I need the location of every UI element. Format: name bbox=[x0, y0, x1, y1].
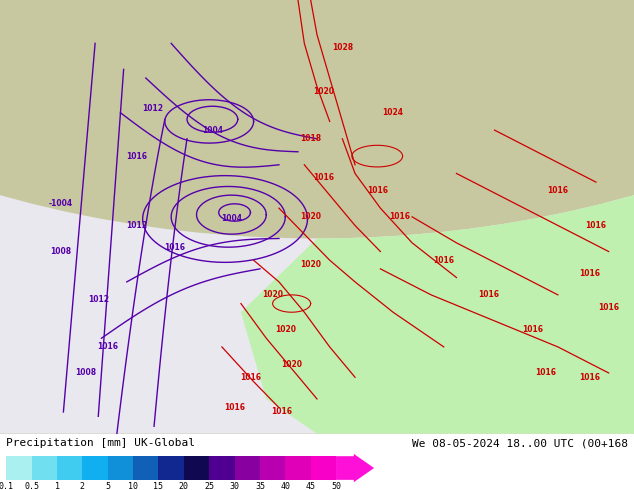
Text: 35: 35 bbox=[255, 482, 265, 490]
Text: 1016: 1016 bbox=[97, 343, 119, 351]
Text: 1016: 1016 bbox=[271, 408, 293, 416]
Bar bbox=[235, 456, 260, 480]
Text: 1016: 1016 bbox=[522, 325, 543, 334]
Text: 1018: 1018 bbox=[300, 134, 321, 143]
Text: 1016: 1016 bbox=[224, 403, 245, 412]
Text: 1: 1 bbox=[55, 482, 60, 490]
Text: 1016: 1016 bbox=[585, 221, 607, 230]
Bar bbox=[158, 456, 184, 480]
Text: 1016: 1016 bbox=[547, 186, 569, 196]
Text: 0.1: 0.1 bbox=[0, 482, 14, 490]
Text: 1008: 1008 bbox=[49, 247, 71, 256]
Text: 1016: 1016 bbox=[598, 303, 619, 313]
Bar bbox=[184, 456, 209, 480]
Text: 1016: 1016 bbox=[534, 368, 556, 377]
Text: 1020: 1020 bbox=[275, 325, 296, 334]
Bar bbox=[57, 456, 82, 480]
Text: 1016: 1016 bbox=[164, 243, 185, 252]
Polygon shape bbox=[241, 0, 634, 434]
Text: 1016: 1016 bbox=[477, 291, 499, 299]
Text: 1012: 1012 bbox=[126, 221, 147, 230]
Text: 45: 45 bbox=[306, 482, 316, 490]
Text: 1016: 1016 bbox=[366, 186, 388, 196]
Text: -1004: -1004 bbox=[48, 199, 72, 208]
Text: Precipitation [mm] UK-Global: Precipitation [mm] UK-Global bbox=[6, 438, 195, 448]
Text: 25: 25 bbox=[204, 482, 214, 490]
Text: 1020: 1020 bbox=[281, 360, 302, 369]
Text: We 08-05-2024 18..00 UTC (00+168: We 08-05-2024 18..00 UTC (00+168 bbox=[411, 438, 628, 448]
Text: 1004: 1004 bbox=[202, 125, 223, 135]
Bar bbox=[6, 456, 32, 480]
FancyArrow shape bbox=[336, 454, 374, 482]
Text: 1020: 1020 bbox=[262, 291, 283, 299]
Text: 1016: 1016 bbox=[579, 269, 600, 278]
Text: 1016: 1016 bbox=[126, 151, 147, 161]
Bar bbox=[311, 456, 336, 480]
Text: 1012: 1012 bbox=[141, 104, 163, 113]
Text: 30: 30 bbox=[230, 482, 240, 490]
Text: 5: 5 bbox=[105, 482, 110, 490]
Text: 1016: 1016 bbox=[579, 373, 600, 382]
Bar bbox=[260, 456, 285, 480]
Text: 50: 50 bbox=[331, 482, 341, 490]
Text: 1016: 1016 bbox=[433, 256, 455, 265]
Text: 1016: 1016 bbox=[389, 212, 410, 221]
Text: 1020: 1020 bbox=[300, 260, 321, 269]
Text: 1024: 1024 bbox=[382, 108, 404, 117]
Bar bbox=[82, 456, 108, 480]
Text: 0.5: 0.5 bbox=[24, 482, 39, 490]
Text: 1016: 1016 bbox=[313, 173, 334, 182]
Text: 1020: 1020 bbox=[313, 87, 334, 96]
Bar bbox=[209, 456, 235, 480]
Text: 15: 15 bbox=[153, 482, 164, 490]
Text: 20: 20 bbox=[179, 482, 189, 490]
Bar bbox=[285, 456, 311, 480]
Text: 10: 10 bbox=[128, 482, 138, 490]
Text: 1016: 1016 bbox=[240, 373, 261, 382]
Text: 1020: 1020 bbox=[300, 212, 321, 221]
Text: 1028: 1028 bbox=[332, 43, 353, 52]
Bar bbox=[133, 456, 158, 480]
Bar bbox=[108, 456, 133, 480]
Text: 1012: 1012 bbox=[87, 294, 109, 304]
Bar bbox=[32, 456, 57, 480]
Text: 2: 2 bbox=[80, 482, 85, 490]
Polygon shape bbox=[0, 0, 634, 434]
Text: 1008: 1008 bbox=[75, 368, 96, 377]
Text: 1004: 1004 bbox=[221, 215, 242, 223]
Text: 40: 40 bbox=[280, 482, 290, 490]
